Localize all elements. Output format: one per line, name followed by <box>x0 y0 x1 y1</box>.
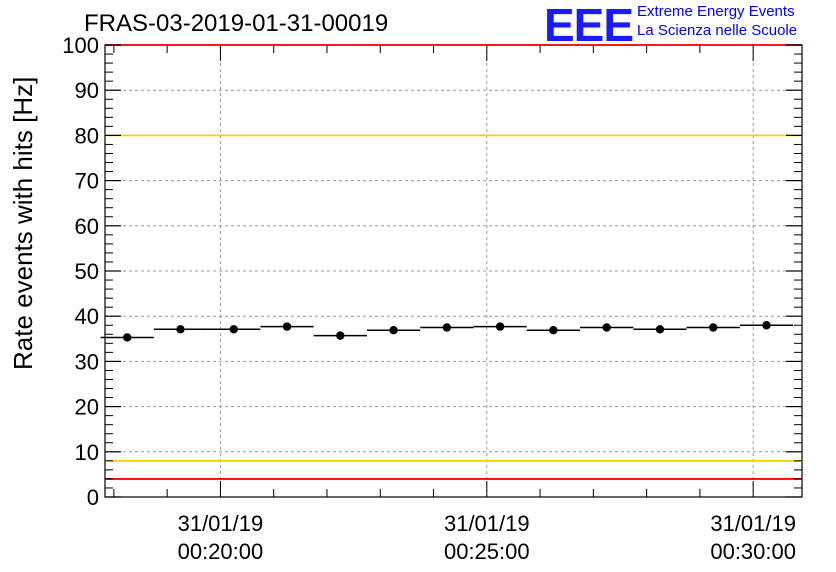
data-point <box>495 322 505 331</box>
y-tick-label: 100 <box>62 33 99 58</box>
y-axis-ticks: 0 10 20 30 40 50 60 70 80 90 100 <box>62 33 802 510</box>
data-point <box>282 322 292 331</box>
x-tick-label-time: 00:25:00 <box>444 539 530 564</box>
eee-logo: EEE <box>544 0 634 51</box>
x-tick-label-date: 31/01/19 <box>710 511 796 536</box>
x-tick-label-time: 00:30:00 <box>710 539 796 564</box>
y-tick-label: 40 <box>75 304 99 329</box>
y-tick-label: 90 <box>75 78 99 103</box>
data-point <box>389 326 398 335</box>
x-axis-ticks: 31/01/19 00:20:00 31/01/19 00:25:00 31/01/19… <box>113 45 796 564</box>
data-point <box>762 321 771 330</box>
data-point <box>655 325 665 334</box>
y-tick-label: 10 <box>75 440 99 465</box>
data-point <box>229 325 238 334</box>
logo-line-2: La Scienza nelle Scuole <box>637 22 798 39</box>
y-tick-label: 70 <box>75 169 99 194</box>
data-point <box>602 323 611 332</box>
y-tick-label: 20 <box>75 395 99 420</box>
y-tick-label: 80 <box>75 123 99 148</box>
y-tick-label: 60 <box>75 214 99 239</box>
data-point <box>709 323 718 332</box>
x-tick-label-time: 00:20:00 <box>178 539 264 564</box>
y-tick-label: 50 <box>75 259 99 284</box>
chart-title: FRAS-03-2019-01-31-00019 <box>84 10 389 37</box>
grid-lines <box>105 45 802 497</box>
x-tick-label-date: 31/01/19 <box>444 511 530 536</box>
logo-caption: Extreme Energy Events La Scienza nelle S… <box>637 2 797 40</box>
logo-line-1: Extreme Energy Events <box>637 3 795 20</box>
data-point <box>122 333 132 342</box>
data-points <box>100 321 794 342</box>
data-point <box>549 326 558 335</box>
data-point <box>442 323 452 332</box>
data-point <box>336 331 345 340</box>
y-tick-label: 0 <box>87 485 99 510</box>
data-point <box>176 325 185 334</box>
x-tick-label-date: 31/01/19 <box>178 511 264 536</box>
y-tick-label: 30 <box>75 349 99 374</box>
reference-lines <box>105 44 802 480</box>
